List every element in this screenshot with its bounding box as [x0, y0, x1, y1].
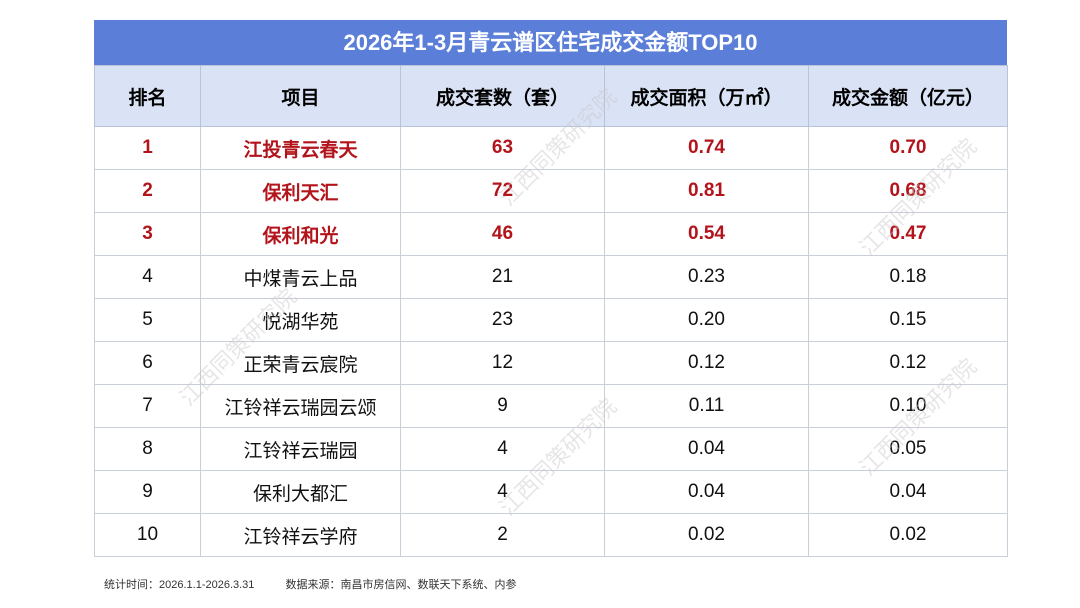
- table-row: 2 保利天汇 72 0.81 0.68: [94, 169, 1008, 213]
- rank-cell: 1: [94, 126, 201, 170]
- rank-cell: 2: [94, 169, 201, 213]
- rank-cell: 6: [94, 341, 201, 385]
- amount-cell: 0.12: [808, 341, 1008, 385]
- rank-cell: 4: [94, 255, 201, 299]
- units-cell: 4: [400, 427, 605, 471]
- area-cell: 0.74: [604, 126, 809, 170]
- area-cell: 0.04: [604, 470, 809, 514]
- table-row: 3 保利和光 46 0.54 0.47: [94, 212, 1008, 256]
- project-cell: 保利大都汇: [200, 470, 401, 514]
- amount-cell: 0.10: [808, 384, 1008, 428]
- header-row: 排名 项目 成交套数（套） 成交面积（万㎡） 成交金额（亿元）: [94, 65, 1008, 127]
- project-cell: 正荣青云宸院: [200, 341, 401, 385]
- units-cell: 72: [400, 169, 605, 213]
- table-row: 8 江铃祥云瑞园 4 0.04 0.05: [94, 427, 1008, 471]
- table-row: 10 江铃祥云学府 2 0.02 0.02: [94, 513, 1008, 557]
- project-cell: 江铃祥云瑞园: [200, 427, 401, 471]
- area-cell: 0.02: [604, 513, 809, 557]
- footer-note: 统计时间：2026.1.1-2026.3.31 数据来源：南昌市房信网、数联天下…: [104, 576, 544, 592]
- table-row: 4 中煤青云上品 21 0.23 0.18: [94, 255, 1008, 299]
- project-cell: 江投青云春天: [200, 126, 401, 170]
- rank-cell: 9: [94, 470, 201, 514]
- header-rank: 排名: [94, 65, 201, 127]
- table-row: 1 江投青云春天 63 0.74 0.70: [94, 126, 1008, 170]
- area-cell: 0.20: [604, 298, 809, 342]
- header-area: 成交面积（万㎡）: [604, 65, 809, 127]
- table-title: 2026年1-3月青云谱区住宅成交金额TOP10: [94, 20, 1007, 65]
- project-cell: 保利和光: [200, 212, 401, 256]
- header-project: 项目: [200, 65, 401, 127]
- units-cell: 63: [400, 126, 605, 170]
- table-row: 6 正荣青云宸院 12 0.12 0.12: [94, 341, 1008, 385]
- table-row: 5 悦湖华苑 23 0.20 0.15: [94, 298, 1008, 342]
- units-cell: 46: [400, 212, 605, 256]
- amount-cell: 0.15: [808, 298, 1008, 342]
- amount-cell: 0.70: [808, 126, 1008, 170]
- project-cell: 保利天汇: [200, 169, 401, 213]
- ranking-table-container: 2026年1-3月青云谱区住宅成交金额TOP10 排名 项目 成交套数（套） 成…: [94, 20, 1008, 557]
- table-row: 9 保利大都汇 4 0.04 0.04: [94, 470, 1008, 514]
- area-cell: 0.04: [604, 427, 809, 471]
- rank-cell: 7: [94, 384, 201, 428]
- units-cell: 12: [400, 341, 605, 385]
- area-cell: 0.54: [604, 212, 809, 256]
- area-cell: 0.81: [604, 169, 809, 213]
- project-cell: 江铃祥云瑞园云颂: [200, 384, 401, 428]
- rank-cell: 8: [94, 427, 201, 471]
- amount-cell: 0.05: [808, 427, 1008, 471]
- units-cell: 23: [400, 298, 605, 342]
- ranking-table: 排名 项目 成交套数（套） 成交面积（万㎡） 成交金额（亿元） 1 江投青云春天…: [94, 65, 1008, 557]
- amount-cell: 0.47: [808, 212, 1008, 256]
- project-cell: 悦湖华苑: [200, 298, 401, 342]
- units-cell: 21: [400, 255, 605, 299]
- area-cell: 0.11: [604, 384, 809, 428]
- project-cell: 江铃祥云学府: [200, 513, 401, 557]
- rank-cell: 3: [94, 212, 201, 256]
- units-cell: 9: [400, 384, 605, 428]
- table-row: 7 江铃祥云瑞园云颂 9 0.11 0.10: [94, 384, 1008, 428]
- amount-cell: 0.04: [808, 470, 1008, 514]
- area-cell: 0.23: [604, 255, 809, 299]
- rank-cell: 5: [94, 298, 201, 342]
- amount-cell: 0.68: [808, 169, 1008, 213]
- amount-cell: 0.02: [808, 513, 1008, 557]
- data-source: 数据来源：南昌市房信网、数联天下系统、内参: [285, 579, 517, 591]
- header-units: 成交套数（套）: [400, 65, 605, 127]
- stat-time: 统计时间：2026.1.1-2026.3.31: [104, 579, 255, 591]
- area-cell: 0.12: [604, 341, 809, 385]
- units-cell: 2: [400, 513, 605, 557]
- rank-cell: 10: [94, 513, 201, 557]
- amount-cell: 0.18: [808, 255, 1008, 299]
- units-cell: 4: [400, 470, 605, 514]
- project-cell: 中煤青云上品: [200, 255, 401, 299]
- header-amount: 成交金额（亿元）: [808, 65, 1008, 127]
